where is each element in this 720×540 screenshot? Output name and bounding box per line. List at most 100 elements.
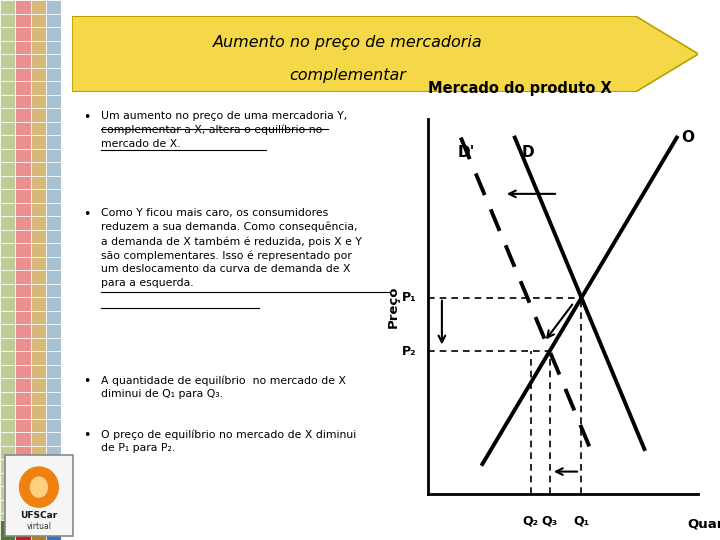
Text: O preço de equilíbrio no mercado de X diminui
de P₁ para P₂.: O preço de equilíbrio no mercado de X di… (101, 429, 356, 454)
Bar (15, 364, 30, 378)
Bar (46, 364, 61, 378)
Bar (15, 189, 30, 202)
Bar (15, 176, 30, 189)
Bar (15, 418, 30, 432)
Text: D': D' (457, 145, 475, 160)
Bar (30, 472, 46, 486)
Bar (30, 405, 46, 418)
Bar (0, 122, 15, 135)
Bar (30, 513, 46, 526)
Bar (30, 432, 46, 445)
Bar (46, 459, 61, 472)
Bar (0, 216, 15, 229)
Bar (30, 351, 46, 364)
Text: Q₂: Q₂ (523, 515, 539, 528)
Bar (15, 310, 30, 324)
Bar (15, 519, 30, 540)
Bar (30, 526, 46, 540)
Bar (30, 122, 46, 135)
Text: Quantidade: Quantidade (688, 518, 720, 531)
Bar (15, 256, 30, 270)
Bar (30, 446, 46, 459)
Bar (0, 54, 15, 68)
Bar (0, 162, 15, 176)
Bar (0, 519, 15, 540)
Bar (0, 81, 15, 94)
Text: Q₃: Q₃ (541, 515, 558, 528)
Bar (30, 364, 46, 378)
Bar (15, 54, 30, 68)
Bar (0, 14, 15, 27)
Text: Aumento no preço de mercadoria: Aumento no preço de mercadoria (213, 35, 482, 50)
Text: P₂: P₂ (402, 345, 416, 357)
Bar (46, 176, 61, 189)
Bar (0, 0, 15, 14)
Bar (0, 405, 15, 418)
Bar (30, 324, 46, 338)
Bar (0, 324, 15, 338)
Bar (0, 27, 15, 40)
Bar (0, 351, 15, 364)
Bar (30, 54, 46, 68)
Bar (30, 392, 46, 405)
Bar (46, 310, 61, 324)
Bar (30, 418, 46, 432)
Bar (30, 94, 46, 108)
Bar (46, 513, 61, 526)
Bar (0, 189, 15, 202)
Bar (30, 216, 46, 229)
Bar (46, 54, 61, 68)
Bar (0, 243, 15, 256)
Bar (0, 310, 15, 324)
Text: D: D (522, 145, 535, 160)
Bar (15, 0, 30, 14)
Bar (15, 14, 30, 27)
Bar (46, 324, 61, 338)
Bar (46, 338, 61, 351)
Bar (30, 378, 46, 392)
Ellipse shape (19, 467, 58, 507)
Bar (0, 513, 15, 526)
Bar (15, 216, 30, 229)
Bar (15, 351, 30, 364)
Bar (0, 108, 15, 122)
Bar (0, 472, 15, 486)
Bar (30, 148, 46, 162)
Bar (46, 230, 61, 243)
Text: •: • (83, 429, 90, 442)
Bar (0, 135, 15, 148)
Bar (15, 94, 30, 108)
Text: virtual: virtual (27, 522, 51, 531)
Bar (15, 40, 30, 54)
Bar (30, 176, 46, 189)
Bar (15, 108, 30, 122)
Text: Um aumento no preço de uma mercadoria Y,
complementar a X, altera o equilíbrio n: Um aumento no preço de uma mercadoria Y,… (101, 111, 347, 148)
Bar (46, 472, 61, 486)
Text: UFSCar: UFSCar (20, 511, 58, 520)
Bar (0, 176, 15, 189)
Bar (15, 392, 30, 405)
Bar (15, 135, 30, 148)
Bar (30, 202, 46, 216)
Bar (30, 310, 46, 324)
Bar (0, 392, 15, 405)
Bar (30, 135, 46, 148)
Bar (15, 27, 30, 40)
Bar (46, 135, 61, 148)
Bar (15, 338, 30, 351)
Bar (15, 243, 30, 256)
Bar (46, 189, 61, 202)
Text: Preço: Preço (387, 285, 400, 328)
Bar (0, 378, 15, 392)
Text: Como Y ficou mais caro, os consumidores
reduzem a sua demanda. Como consequência: Como Y ficou mais caro, os consumidores … (101, 208, 361, 288)
Text: P₁: P₁ (402, 291, 416, 304)
Bar (15, 230, 30, 243)
Bar (46, 270, 61, 284)
Bar (0, 418, 15, 432)
Bar (46, 446, 61, 459)
Bar (15, 81, 30, 94)
Bar (30, 162, 46, 176)
Bar (46, 94, 61, 108)
Polygon shape (72, 16, 698, 92)
Bar (46, 432, 61, 445)
